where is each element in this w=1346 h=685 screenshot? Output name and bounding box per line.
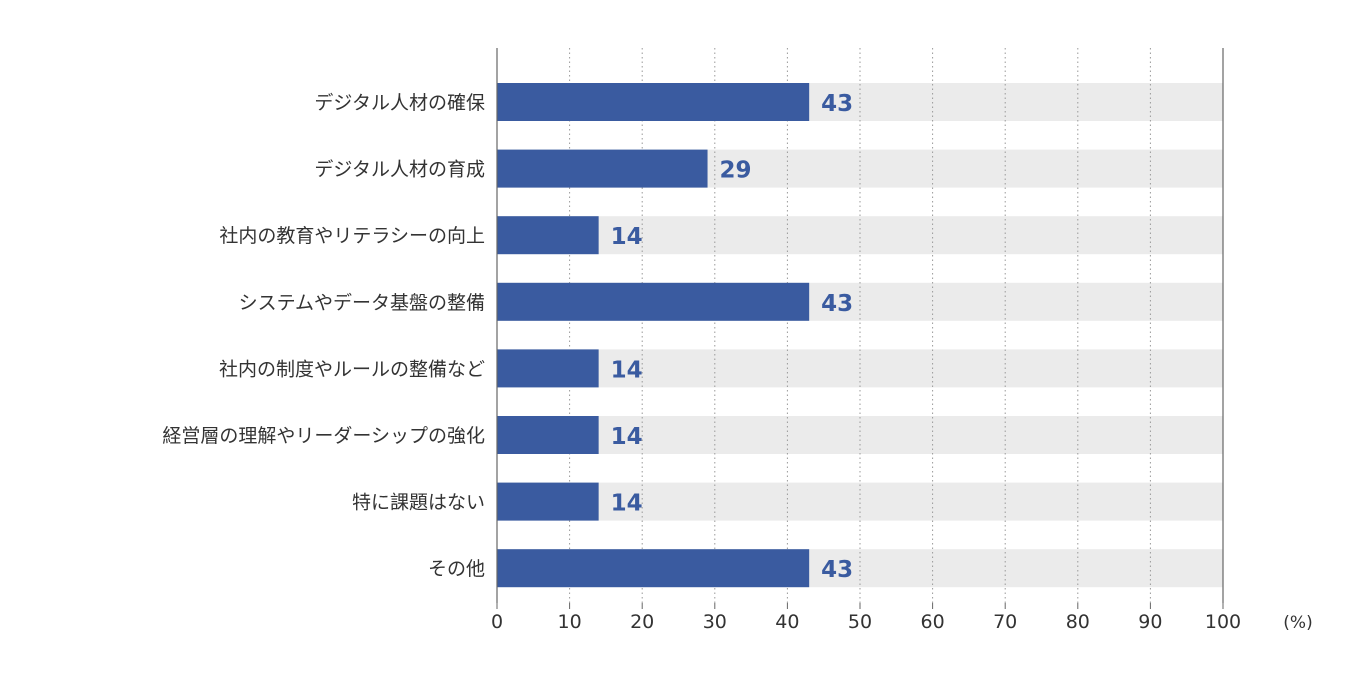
x-tick-label: 20 <box>630 611 654 633</box>
bar <box>497 83 810 121</box>
axes <box>496 48 1224 609</box>
category-label: 経営層の理解やリーダーシップの強化 <box>162 425 485 447</box>
value-label: 14 <box>611 357 643 383</box>
category-label: その他 <box>428 558 485 580</box>
value-label: 14 <box>611 224 643 250</box>
x-tick-label: 0 <box>491 611 503 633</box>
category-label: デジタル人材の育成 <box>314 159 485 181</box>
x-tick-label: 100 <box>1205 611 1241 633</box>
category-label: 社内の制度やルールの整備など <box>219 358 485 380</box>
bars <box>497 83 810 588</box>
bar <box>497 149 708 188</box>
bar <box>497 216 599 255</box>
value-label: 43 <box>821 557 853 583</box>
x-axis-unit-label: (%) <box>1283 613 1312 633</box>
value-label: 14 <box>611 424 643 450</box>
category-label: デジタル人材の確保 <box>314 92 485 114</box>
x-tick-label: 30 <box>703 611 727 633</box>
value-label: 43 <box>821 91 853 117</box>
x-tick-label: 70 <box>993 611 1017 633</box>
bar <box>497 549 810 588</box>
labels: 0 10 20 30 40 50 60 70 80 90 100 デジタル人材の確保 43 デジタル人材の… <box>162 91 1241 633</box>
value-label: 43 <box>821 291 853 317</box>
category-label: システムやデータ基盤の整備 <box>239 292 485 314</box>
x-tick-label: 90 <box>1138 611 1162 633</box>
category-label: 社内の教育やリテラシーの向上 <box>219 225 485 247</box>
bar <box>497 416 599 454</box>
bar <box>497 349 599 388</box>
x-tick-label: 80 <box>1066 611 1090 633</box>
bar <box>497 482 599 521</box>
bar-track <box>497 482 1223 521</box>
value-label: 14 <box>611 491 643 517</box>
x-tick-label: 40 <box>775 611 799 633</box>
bar-track <box>497 216 1223 255</box>
x-tick-label: 50 <box>848 611 872 633</box>
bar <box>497 282 810 321</box>
x-tick-label: 60 <box>921 611 945 633</box>
value-label: 29 <box>720 158 752 184</box>
x-tick-label: 10 <box>558 611 582 633</box>
category-label: 特に課題はない <box>352 492 485 514</box>
